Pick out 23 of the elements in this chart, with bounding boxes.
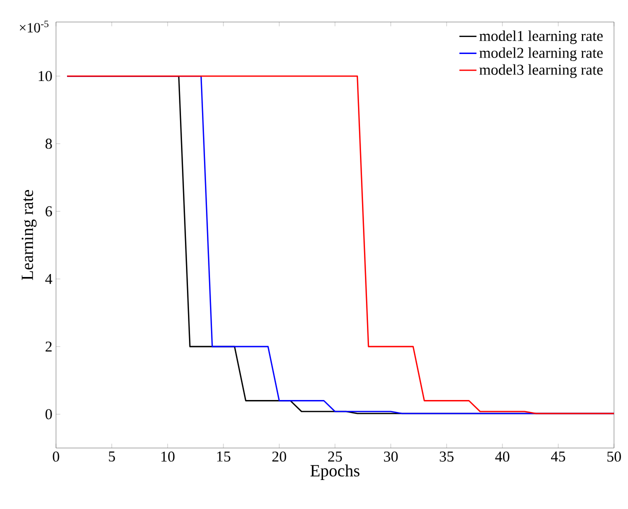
y-tick-label: 4 bbox=[45, 274, 52, 284]
y-axis-title: Learning rate bbox=[22, 190, 37, 280]
x-tick-label: 35 bbox=[440, 452, 454, 462]
x-tick-label: 40 bbox=[495, 452, 510, 462]
x-tick-label: 30 bbox=[384, 452, 398, 462]
x-tick-label: 45 bbox=[551, 452, 566, 462]
legend-label: model1 learning rate bbox=[479, 30, 603, 44]
legend-label: model3 learning rate bbox=[479, 64, 603, 78]
x-tick-label: 25 bbox=[328, 452, 342, 462]
x-tick-label: 0 bbox=[52, 452, 60, 462]
x-tick-label: 15 bbox=[217, 452, 230, 462]
y-tick-label: 0 bbox=[46, 409, 52, 420]
y-tick-label: 8 bbox=[46, 138, 52, 149]
x-tick-label: 5 bbox=[108, 452, 115, 462]
text: ×10$^{-5}$ bbox=[20, 20, 48, 32]
y-tick-label: 6 bbox=[46, 206, 52, 216]
y-tick-label: 10 bbox=[38, 71, 52, 82]
x-tick-label: 10 bbox=[161, 452, 175, 462]
legend-label: model2 learning rate bbox=[479, 47, 603, 61]
x-axis-title: Epochs bbox=[310, 464, 360, 480]
x-tick-label: 50 bbox=[607, 452, 621, 462]
y-tick-label: 2 bbox=[46, 342, 52, 352]
x-tick-label: 20 bbox=[272, 452, 286, 462]
